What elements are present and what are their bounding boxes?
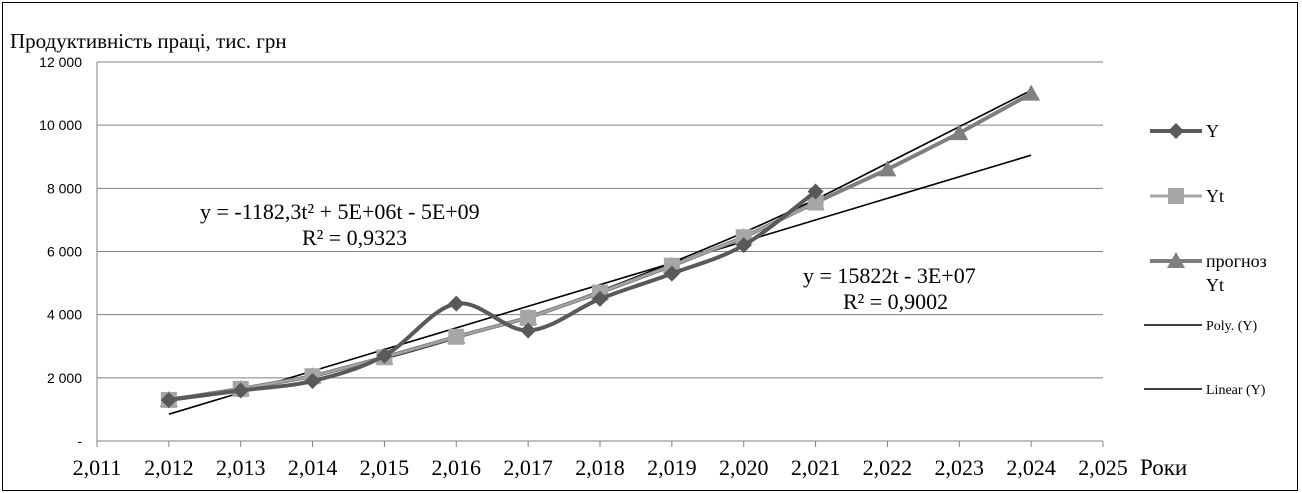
legend: Y Yt прогноз Yt Poly. (Y) Linear (Y): [1144, 121, 1267, 398]
x-tick-label: 2,011: [73, 455, 122, 480]
y-tick-label: 12 000: [39, 54, 82, 70]
grid: [97, 61, 1103, 379]
legend-label: Yt: [1206, 186, 1224, 206]
y-tick-label: 10 000: [39, 117, 82, 133]
x-tick-label: 2,021: [791, 455, 841, 480]
trendlines: [168, 89, 1032, 415]
data-point-triangle: [878, 160, 897, 177]
y-tick-label: -: [77, 433, 82, 449]
data-point-square: [807, 194, 824, 211]
series-line: [168, 201, 817, 401]
x-tick-label: 2,015: [360, 455, 410, 480]
data-point-square: [520, 309, 537, 326]
data-point-diamond: [376, 347, 393, 364]
series-layer: [159, 84, 1041, 408]
y-tick-label: 4 000: [47, 307, 82, 323]
x-tick-label: 2,025: [1078, 455, 1128, 480]
data-point-triangle: [950, 124, 969, 141]
x-tick-label: 2,012: [144, 455, 194, 480]
data-point-diamond: [160, 391, 177, 408]
legend-marker-diamond: [1168, 123, 1184, 139]
x-tick-label: 2,017: [503, 455, 553, 480]
legend-label: Poly. (Y): [1206, 319, 1258, 334]
legend-item: Y: [1150, 121, 1219, 141]
linear-trend-r2: R² = 0,9002: [843, 289, 948, 314]
x-tick-label: 2,020: [719, 455, 769, 480]
axes: [96, 62, 1104, 447]
y-tick-label: 6 000: [47, 244, 82, 260]
data-point-square: [448, 328, 465, 345]
x-tick-label: 2,018: [575, 455, 625, 480]
data-point-diamond: [448, 295, 465, 312]
x-tick-label: 2,014: [288, 455, 338, 480]
series-line: [168, 91, 1033, 402]
legend-item: Poly. (Y): [1144, 319, 1258, 334]
y-axis-title: Продуктивність праці, тис. грн: [10, 29, 287, 53]
legend-label: прогноз Yt: [1206, 251, 1267, 295]
x-tick-label: 2,024: [1006, 455, 1056, 480]
linear-trend-equation: y = 15822t - 3E+07: [803, 263, 976, 288]
x-tick-label: 2,016: [432, 455, 482, 480]
tick-labels: - 2 000 4 000 6 000 8 000 10 000 12 000 2,011 2,…: [39, 54, 1128, 480]
poly-trend-r2: R² = 0,9323: [302, 225, 407, 250]
data-point-diamond: [304, 372, 321, 389]
data-point-diamond: [807, 183, 824, 200]
series-forecast-yt: [159, 84, 1041, 407]
x-tick-label: 2,022: [863, 455, 913, 480]
x-tick-label: 2,019: [647, 455, 697, 480]
data-point-triangle: [1022, 84, 1041, 101]
legend-item: Yt: [1150, 186, 1224, 206]
legend-item: прогноз Yt: [1150, 251, 1267, 295]
x-tick-label: 2,013: [216, 455, 266, 480]
y-tick-label: 2 000: [47, 370, 82, 386]
legend-label: Linear (Y): [1206, 383, 1266, 398]
series-line: [168, 189, 817, 402]
series-yt: [160, 194, 824, 408]
series-y: [160, 183, 824, 408]
poly-trend-equation: y = -1182,3t² + 5E+06t - 5E+09: [200, 199, 480, 224]
legend-label: Y: [1206, 121, 1219, 141]
legend-item: Linear (Y): [1144, 383, 1266, 398]
data-point-diamond: [232, 382, 249, 399]
legend-marker-triangle: [1167, 252, 1185, 268]
x-axis-title: Роки: [1140, 455, 1187, 480]
data-point-diamond: [663, 265, 680, 282]
y-tick-label: 8 000: [47, 180, 82, 196]
poly-trendline: [168, 89, 1032, 400]
x-tick-label: 2,023: [935, 455, 985, 480]
data-point-diamond: [735, 237, 752, 254]
legend-marker-square: [1168, 188, 1184, 204]
data-point-diamond: [520, 322, 537, 339]
data-point-diamond: [592, 290, 608, 307]
